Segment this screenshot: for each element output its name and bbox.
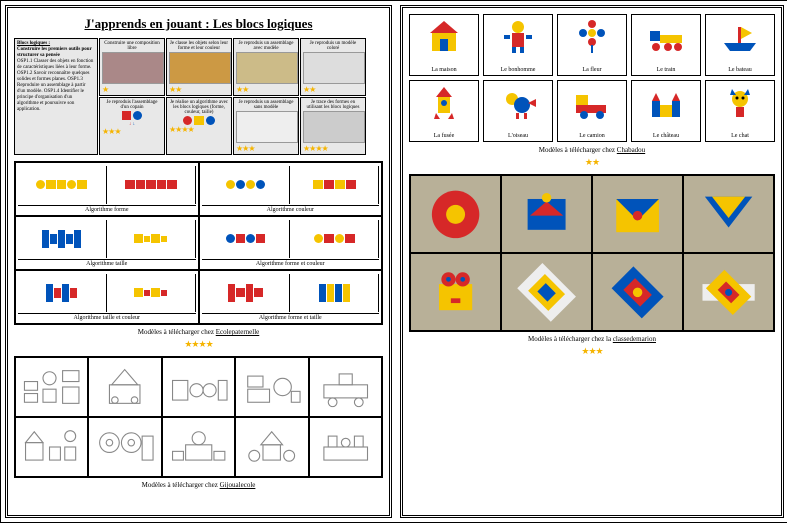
activity-thumb [102, 52, 164, 84]
photo-cell [592, 253, 683, 331]
photo-cell [683, 253, 774, 331]
star-icon: ★★ [236, 85, 248, 94]
outline-cell [235, 417, 308, 477]
alg-cell: Algorithme forme et taille [199, 270, 383, 324]
activity-thumb [303, 111, 365, 143]
photo-cell [410, 175, 501, 253]
outline-cell [15, 357, 88, 417]
activity-card: Construire une composition libre★ [99, 38, 165, 96]
outline-cell [88, 417, 161, 477]
photo-cell [501, 253, 592, 331]
intro-title: Blocs logiques : [17, 41, 50, 46]
intro-cell: Blocs logiques : Construire les premiers… [14, 38, 98, 155]
star-icon: ★ [102, 85, 108, 94]
activity-card: Je réalise un algorithme avec les blocs … [166, 97, 232, 155]
activity-card: Je trace des formes en utilisant les blo… [300, 97, 366, 155]
star-icon: ★★ [169, 85, 181, 94]
credit-line: Modèles à télécharger chez la classedema… [409, 335, 775, 343]
outline-cell [309, 357, 382, 417]
outline-cell [162, 417, 235, 477]
outline-cell [235, 357, 308, 417]
activity-card: Je reproduis un assemblage avec modèle★★ [233, 38, 299, 96]
activity-thumb [169, 52, 231, 84]
star-icon: ★★★★ [14, 339, 383, 350]
photo-cell [592, 175, 683, 253]
activity-card: Je classe les objets selon leur forme et… [166, 38, 232, 96]
activity-thumb [236, 52, 298, 84]
credit-link[interactable]: Chabadou [617, 146, 645, 154]
photo-grid [409, 174, 775, 332]
alg-cell: Algorithme couleur [199, 162, 383, 216]
credit-link[interactable]: Ecolepaternelle [216, 328, 260, 336]
model-card: Le bateau [705, 14, 775, 76]
model-grid: La maison Le bonhomme La fleur Le train … [409, 14, 775, 142]
alg-cell: Algorithme forme [15, 162, 199, 216]
photo-cell [410, 253, 501, 331]
page-right: La maison Le bonhomme La fleur Le train … [400, 5, 784, 518]
activity-thumb [236, 111, 298, 143]
star-icon: ★★ [303, 85, 315, 94]
photo-cell [501, 175, 592, 253]
credit-line: Modèles à télécharger chez Chabadou [409, 146, 775, 154]
credit-line: Modèles à télécharger chez Gijoualecole [14, 481, 383, 489]
outline-cell [162, 357, 235, 417]
star-icon: ★★★ [236, 144, 255, 153]
model-card: Le bonhomme [483, 14, 553, 76]
model-card: Le château [631, 80, 701, 142]
outline-cell [15, 417, 88, 477]
model-card: La fleur [557, 14, 627, 76]
star-icon: ★★★★ [169, 125, 194, 134]
model-card: La fusée [409, 80, 479, 142]
star-icon: ★★★ [102, 127, 121, 136]
intro-subtitle: Construire les premiers outils pour stru… [17, 47, 92, 58]
credit-link[interactable]: Gijoualecole [220, 481, 256, 489]
page-title: J'apprends en jouant : Les blocs logique… [14, 16, 383, 32]
alg-cell: Algorithme taille et couleur [15, 270, 199, 324]
model-card: Le camion [557, 80, 627, 142]
model-card: La maison [409, 14, 479, 76]
activity-thumb [303, 52, 365, 84]
activity-card: Je reproduis un modèle coloré★★ [300, 38, 366, 96]
activity-card: Je reproduis l'assemblage d'un copain ↓ … [99, 97, 165, 155]
outline-cell [88, 357, 161, 417]
alg-cell: Algorithme taille [15, 216, 199, 270]
photo-cell [683, 175, 774, 253]
activity-card: Je reproduis un assemblage sans modèle★★… [233, 97, 299, 155]
star-icon: ★★★★ [303, 144, 328, 153]
algorithm-grid: Algorithme forme Algorithme couleur Algo… [14, 161, 383, 325]
outline-cell [309, 417, 382, 477]
outline-grid [14, 356, 383, 478]
model-card: L'oiseau [483, 80, 553, 142]
page-left: J'apprends en jouant : Les blocs logique… [5, 5, 392, 518]
alg-cell: Algorithme forme et couleur [199, 216, 383, 270]
star-icon: ★★ [409, 157, 775, 168]
credit-link[interactable]: classedemarion [613, 335, 656, 343]
intro-text: OSP1.1 Classer des objets en fonction de… [17, 59, 93, 112]
credit-line: Modèles à télécharger chez Ecolepaternel… [14, 328, 383, 336]
model-card: Le train [631, 14, 701, 76]
activity-grid: Blocs logiques : Construire les premiers… [14, 38, 383, 155]
star-icon: ★★★ [409, 346, 775, 357]
model-card: Le chat [705, 80, 775, 142]
